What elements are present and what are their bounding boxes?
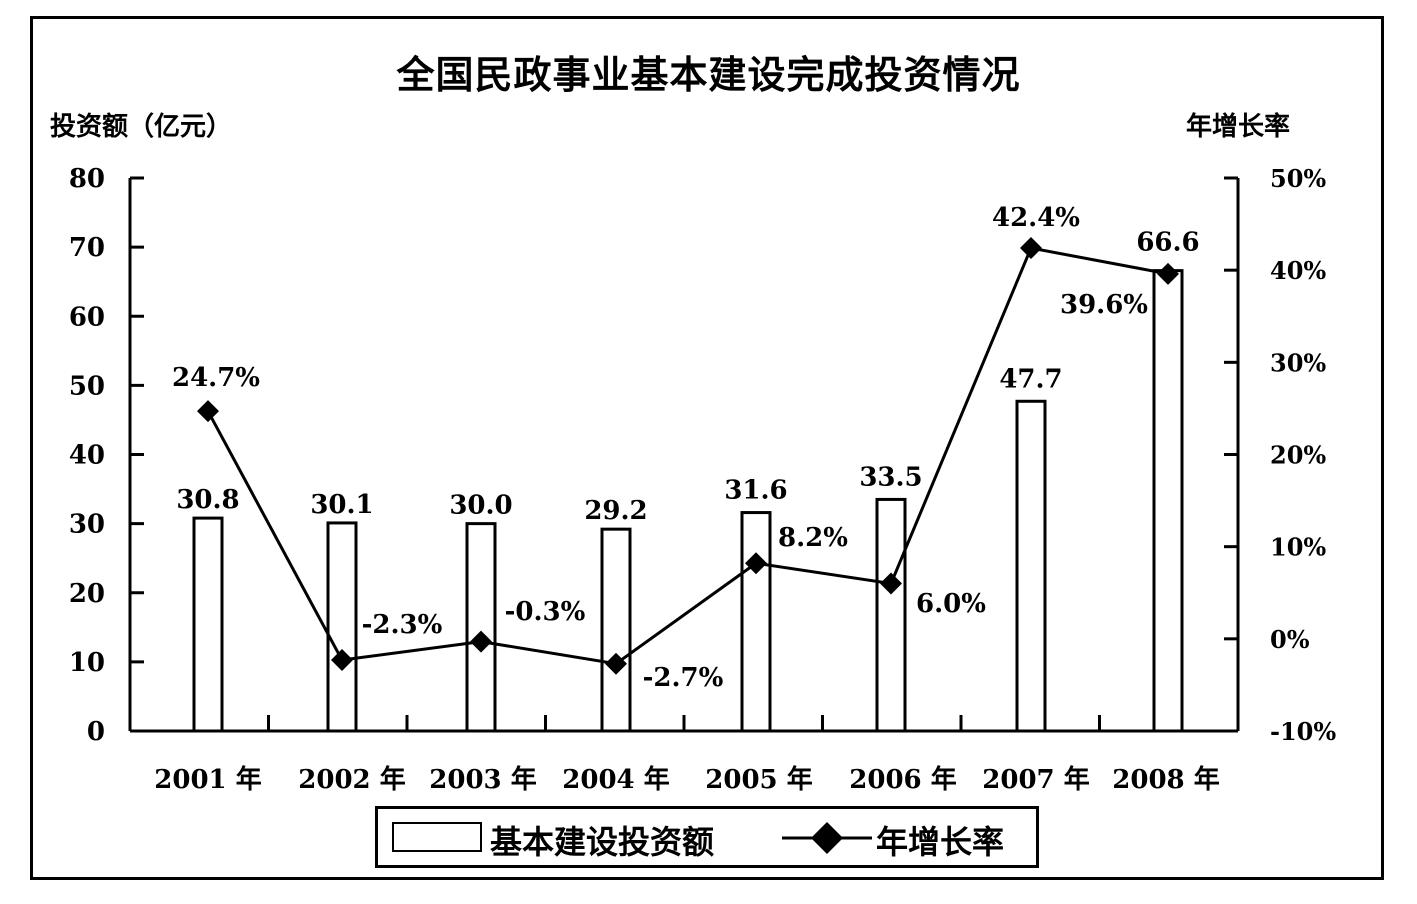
- growth-marker: [880, 572, 902, 595]
- x-tick-label: 2003 年: [429, 764, 536, 795]
- bar: [1152, 269, 1184, 733]
- growth-value-label: -0.3%: [505, 597, 586, 627]
- y-right-tick-label: 0%: [1270, 625, 1310, 654]
- bar-value-label: 47.7: [999, 364, 1062, 394]
- x-tick-label: 2002 年: [298, 764, 405, 795]
- legend-line-label: 年增长率: [876, 823, 1005, 861]
- bar: [600, 527, 632, 733]
- bar: [326, 521, 358, 733]
- growth-marker: [605, 652, 627, 675]
- y-left-tick-label: 10: [69, 648, 105, 678]
- y-left-tick-label: 40: [69, 441, 105, 471]
- growth-line: [206, 246, 1169, 666]
- x-tick-label: 2006 年: [849, 764, 956, 795]
- bar: [875, 497, 907, 733]
- y-right-tick-label: 10%: [1270, 533, 1326, 562]
- growth-marker: [470, 630, 492, 653]
- growth-marker: [1020, 237, 1042, 260]
- chart-title: 全国民政事业基本建设完成投资情况: [396, 52, 1021, 97]
- x-tick-label: 2004 年: [562, 764, 669, 795]
- growth-value-label: 6.0%: [916, 589, 986, 619]
- bar-value-label: 31.6: [724, 476, 787, 506]
- y-left-tick-label: 0: [87, 717, 105, 747]
- y-axis-left-label: 投资额（亿元）: [50, 112, 233, 142]
- bar: [465, 522, 497, 733]
- growth-value-label: -2.3%: [362, 610, 443, 640]
- legend-bar-swatch: [392, 822, 482, 852]
- growth-value-label: 42.4%: [992, 203, 1080, 233]
- bar-value-label: 30.1: [310, 490, 373, 520]
- x-tick-label: 2005 年: [705, 764, 812, 795]
- legend-line-swatch: [782, 822, 872, 854]
- legend: 基本建设投资额 年增长率: [375, 806, 1039, 868]
- y-left-tick-label: 70: [69, 233, 105, 263]
- x-tick-label: 2001 年: [154, 764, 261, 795]
- bar-value-label: 30.0: [449, 491, 512, 521]
- y-left-tick-label: 30: [69, 510, 105, 540]
- y-right-tick-label: 40%: [1270, 256, 1326, 285]
- y-left-tick-label: 60: [69, 302, 105, 332]
- y-axis-right-label: 年增长率: [1186, 112, 1291, 142]
- y-right-tick-label: 50%: [1270, 164, 1326, 193]
- bar-value-label: 66.6: [1136, 228, 1199, 258]
- growth-marker: [331, 649, 353, 672]
- chart-frame: [30, 16, 1384, 880]
- bar: [740, 511, 772, 733]
- bar-value-label: 30.8: [176, 485, 239, 515]
- x-tick-label: 2008 年: [1112, 764, 1219, 795]
- growth-value-label: 24.7%: [172, 363, 260, 393]
- growth-value-label: 8.2%: [778, 523, 848, 553]
- growth-value-label: -2.7%: [643, 663, 724, 693]
- bar: [192, 516, 224, 733]
- growth-marker: [197, 400, 219, 423]
- y-right-tick-label: 20%: [1270, 441, 1326, 470]
- growth-marker: [1157, 262, 1179, 285]
- y-right-tick-label: 30%: [1270, 348, 1326, 377]
- y-right-tick-label: -10%: [1270, 717, 1336, 746]
- x-tick-label: 2007 年: [982, 764, 1089, 795]
- bar: [1015, 399, 1047, 733]
- y-left-tick-label: 80: [69, 164, 105, 194]
- growth-marker: [745, 552, 767, 575]
- bar-value-label: 29.2: [584, 496, 647, 526]
- bar-value-label: 33.5: [859, 462, 922, 492]
- legend-bar-label: 基本建设投资额: [490, 823, 715, 861]
- y-left-tick-label: 20: [69, 579, 105, 609]
- y-left-tick-label: 50: [69, 371, 105, 401]
- growth-value-label: 39.6%: [1060, 290, 1148, 320]
